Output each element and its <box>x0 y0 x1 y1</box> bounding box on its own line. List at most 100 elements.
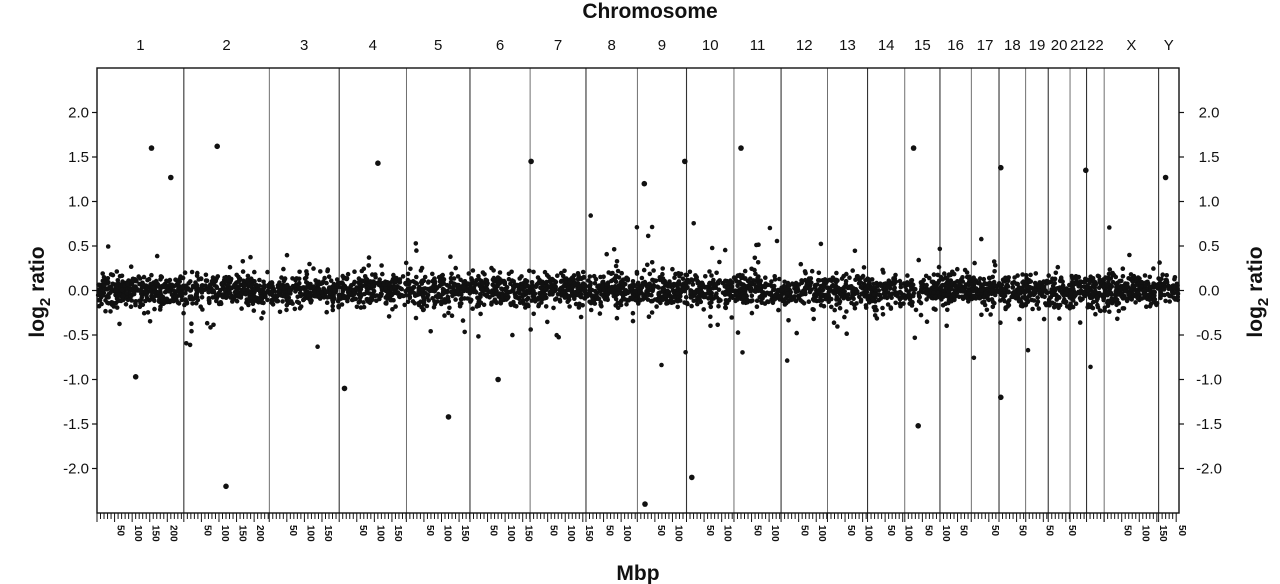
probe-point <box>1067 282 1072 288</box>
probe-point <box>863 303 869 308</box>
probe-point <box>284 302 290 308</box>
probe-point <box>485 280 490 286</box>
probe-point <box>179 290 185 296</box>
chromosome-label: 18 <box>1004 37 1021 54</box>
probe-point <box>663 292 668 298</box>
probe-point <box>1106 271 1112 277</box>
probe-point <box>839 276 845 281</box>
probe-point <box>337 280 342 286</box>
probe-point <box>675 304 680 310</box>
probe-point <box>735 330 741 335</box>
chromosome-label: 8 <box>607 37 615 54</box>
probe-point <box>342 295 347 301</box>
probe-point <box>552 282 557 288</box>
probe-point <box>919 284 924 289</box>
probe-point <box>909 278 915 283</box>
probe-point <box>691 221 696 226</box>
probe-point <box>1120 274 1126 279</box>
probe-point <box>857 277 862 283</box>
probe-point <box>1107 309 1112 315</box>
probe-point <box>651 268 656 273</box>
probe-point <box>297 290 303 296</box>
probe-point <box>412 293 418 299</box>
probe-point <box>1045 279 1051 284</box>
probe-point <box>632 283 638 289</box>
probe-point <box>1043 301 1048 306</box>
probe-point <box>649 292 654 298</box>
outlier-point <box>148 145 155 151</box>
mbp-tick-label: 50 <box>799 525 810 537</box>
probe-point <box>759 293 764 299</box>
probe-point <box>124 291 129 296</box>
probe-point <box>820 287 826 293</box>
probe-point <box>835 324 840 329</box>
probe-point <box>370 272 375 277</box>
probe-point <box>366 255 372 260</box>
probe-point <box>1093 282 1099 287</box>
probe-point <box>1099 292 1104 298</box>
y-tick-label: 2.0 <box>68 105 89 122</box>
probe-point <box>255 287 261 293</box>
probe-point <box>656 292 661 297</box>
probe-point <box>722 247 728 253</box>
probe-point <box>393 304 398 309</box>
probe-point <box>1040 284 1046 290</box>
probe-point <box>956 283 962 288</box>
outlier-point <box>915 423 921 429</box>
probe-point <box>414 274 419 280</box>
probe-point <box>442 313 447 318</box>
probe-point <box>236 278 242 284</box>
probe-point <box>449 313 455 319</box>
mbp-tick-label: 50 <box>885 525 896 537</box>
probe-point <box>106 295 111 300</box>
probe-point <box>1157 277 1163 283</box>
probe-point <box>923 273 929 279</box>
probe-point <box>252 269 257 275</box>
probe-point <box>284 252 290 258</box>
probe-point <box>1087 280 1092 286</box>
chromosome-label: 12 <box>796 37 813 54</box>
y-tick-label: -1.0 <box>63 372 89 389</box>
probe-point <box>405 271 411 277</box>
probe-point <box>204 320 210 326</box>
probe-point <box>1116 308 1122 314</box>
probe-point <box>193 295 198 301</box>
x-axis-mbp: 50 100 150 200 50 100 150 200 50 100 150 50 100 150 50… <box>96 513 1187 542</box>
probe-point <box>597 311 603 316</box>
mbp-tick-label: 200 <box>254 525 265 542</box>
probe-point <box>1053 270 1059 276</box>
probe-point <box>1052 276 1058 282</box>
probe-point <box>480 281 486 287</box>
probe-point <box>113 288 119 294</box>
probe-point <box>855 274 860 279</box>
probe-point <box>1110 279 1116 285</box>
probe-point <box>707 301 712 306</box>
probe-point <box>96 303 102 309</box>
probe-point <box>932 293 938 299</box>
probe-point <box>1128 286 1134 292</box>
probe-point <box>148 288 153 294</box>
probe-point <box>430 271 435 277</box>
probe-point <box>590 296 595 302</box>
probe-point <box>637 289 642 295</box>
probe-point <box>128 304 134 310</box>
probe-point <box>376 282 382 288</box>
probe-point <box>756 286 762 292</box>
probe-point <box>336 303 341 309</box>
probe-point <box>1119 291 1125 296</box>
probe-point <box>774 238 780 244</box>
probe-point <box>1157 260 1162 265</box>
x-axis-title: Mbp <box>616 562 659 584</box>
probe-point <box>390 307 395 312</box>
probe-point <box>1147 297 1152 303</box>
probe-point <box>430 285 435 290</box>
probe-point <box>613 273 619 279</box>
probe-point <box>696 289 702 295</box>
mbp-tick-label: 50 <box>287 525 298 537</box>
outlier-point <box>341 385 348 392</box>
probe-point <box>1017 316 1022 322</box>
probe-point <box>1070 304 1076 310</box>
probe-point <box>1122 289 1128 294</box>
probe-point <box>748 298 753 304</box>
probe-point <box>992 292 998 298</box>
